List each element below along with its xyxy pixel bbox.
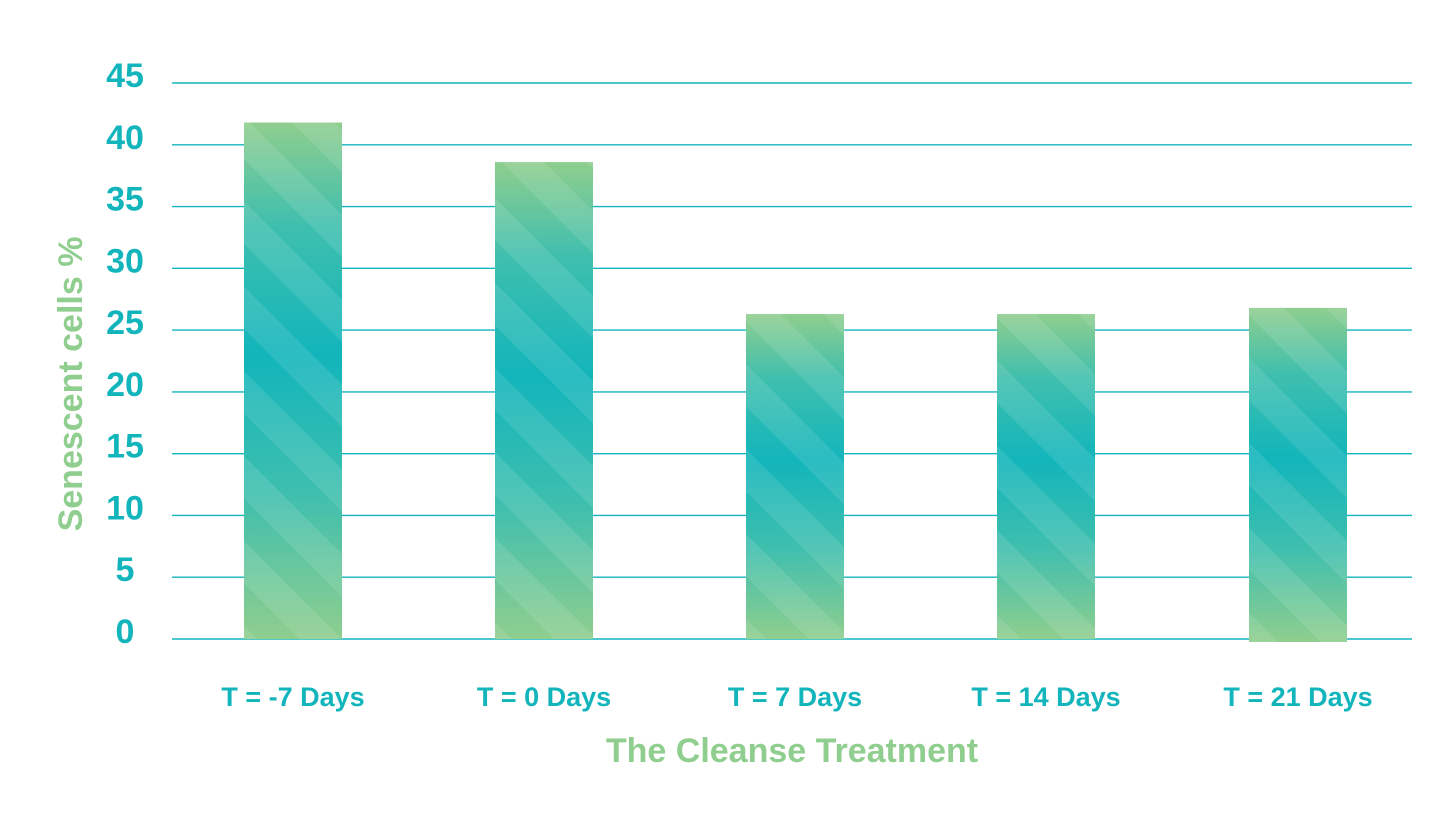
x-tick-label: T = 21 Days bbox=[1223, 682, 1372, 712]
y-tick-label: 5 bbox=[116, 551, 135, 589]
bar-stripes bbox=[495, 162, 593, 639]
x-tick-label: T = 0 Days bbox=[477, 682, 611, 712]
x-tick-label: T = 14 Days bbox=[971, 682, 1120, 712]
bar-stripes bbox=[746, 314, 844, 639]
y-tick-label: 15 bbox=[106, 428, 144, 466]
y-tick-label: 25 bbox=[106, 304, 144, 342]
bars bbox=[244, 122, 1347, 642]
bar-stripes bbox=[1249, 307, 1347, 642]
y-tick-label: 20 bbox=[106, 366, 144, 404]
x-tick-label: T = 7 Days bbox=[728, 682, 862, 712]
y-axis-ticks: 0 5 10 15 20 25 30 35 40 45 bbox=[106, 57, 144, 651]
y-tick-label: 0 bbox=[116, 613, 135, 651]
bar-group bbox=[746, 314, 844, 639]
y-tick-label: 10 bbox=[106, 489, 144, 527]
y-tick-label: 45 bbox=[106, 57, 144, 95]
bar-stripes bbox=[244, 122, 342, 639]
y-tick-label: 30 bbox=[106, 242, 144, 280]
bar-group bbox=[1249, 307, 1347, 642]
bar-group bbox=[495, 162, 593, 639]
y-tick-label: 35 bbox=[106, 181, 144, 219]
bar-group bbox=[997, 314, 1095, 639]
y-axis-title: Senescent cells % bbox=[52, 237, 90, 532]
bar-stripes bbox=[997, 314, 1095, 639]
x-axis-ticks: T = -7 Days T = 0 Days T = 7 Days T = 14 Da… bbox=[221, 682, 1372, 712]
x-axis-title: The Cleanse Treatment bbox=[606, 732, 978, 770]
x-tick-label: T = -7 Days bbox=[221, 682, 364, 712]
bar-group bbox=[244, 122, 342, 639]
y-tick-label: 40 bbox=[106, 119, 144, 157]
